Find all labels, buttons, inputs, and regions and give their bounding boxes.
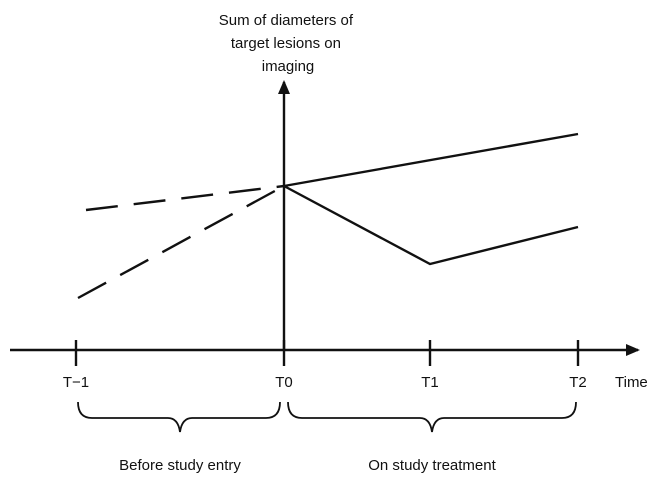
on-study-treatment-label: On study treatment: [368, 457, 496, 474]
on-study-brace: [287, 401, 577, 433]
y-axis-label-line-2: target lesions on: [231, 35, 341, 52]
tick-label-t-minus-1: T−1: [63, 374, 89, 391]
before-study-brace: [77, 401, 281, 433]
on-study-response-line: [283, 184, 579, 266]
pre-study-slow-growth-line: [85, 184, 285, 212]
y-axis-label: Sum of diameters of target lesions on im…: [219, 12, 357, 75]
pre-study-fast-growth-line: [77, 184, 285, 300]
before-study-entry-label: Before study entry: [119, 457, 241, 474]
tick-label-t1: T1: [421, 374, 439, 391]
tick-label-t2: T2: [569, 374, 587, 391]
y-axis-label-line-3: imaging: [262, 58, 315, 75]
y-axis-label-line-1: Sum of diameters of: [219, 12, 354, 29]
tick-label-t0: T0: [275, 374, 293, 391]
x-axis-label: Time: [615, 374, 648, 391]
on-study-progression-line: [283, 132, 579, 188]
